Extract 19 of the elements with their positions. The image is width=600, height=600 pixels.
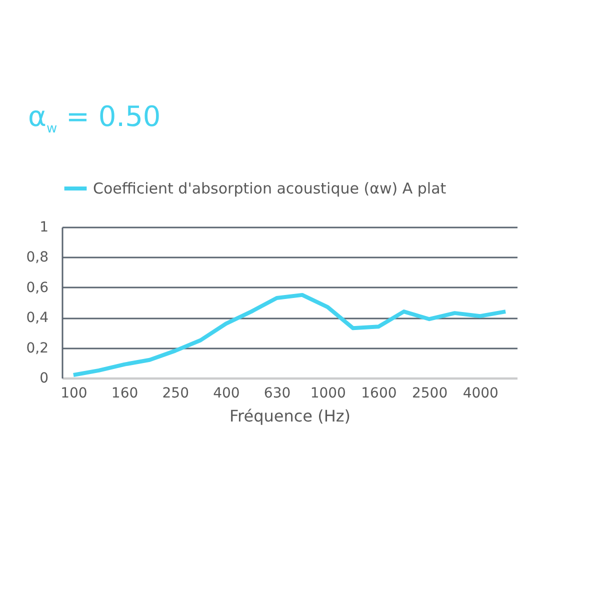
y-tick-label: 0,4 — [26, 310, 49, 326]
x-tick-label: 4000 — [462, 386, 498, 402]
legend-label: Coefficient d'absorption acoustique (αw) A plat — [93, 180, 446, 198]
x-tick-label: 250 — [162, 386, 189, 402]
y-tick-label: 0,8 — [26, 250, 48, 266]
x-axis-title: Fréquence (Hz) — [229, 406, 351, 426]
y-tick-label: 1 — [40, 220, 48, 236]
chart-title: α$_{w}$ = 0.50 — [28, 100, 161, 137]
x-tick-label: 2500 — [412, 386, 448, 402]
y-tick-label: 0 — [40, 370, 48, 386]
line-series — [71, 292, 508, 377]
x-tick-label: 160 — [111, 386, 138, 402]
x-tick-label: 1000 — [310, 386, 346, 402]
x-tick-label: 100 — [60, 386, 88, 402]
y-tick-label: 0,6 — [26, 280, 49, 296]
x-tick-label: 630 — [264, 386, 291, 402]
x-tick-label: 400 — [213, 386, 240, 402]
y-tick-label: 0,2 — [26, 340, 48, 356]
x-tick-label: 1600 — [361, 386, 397, 402]
